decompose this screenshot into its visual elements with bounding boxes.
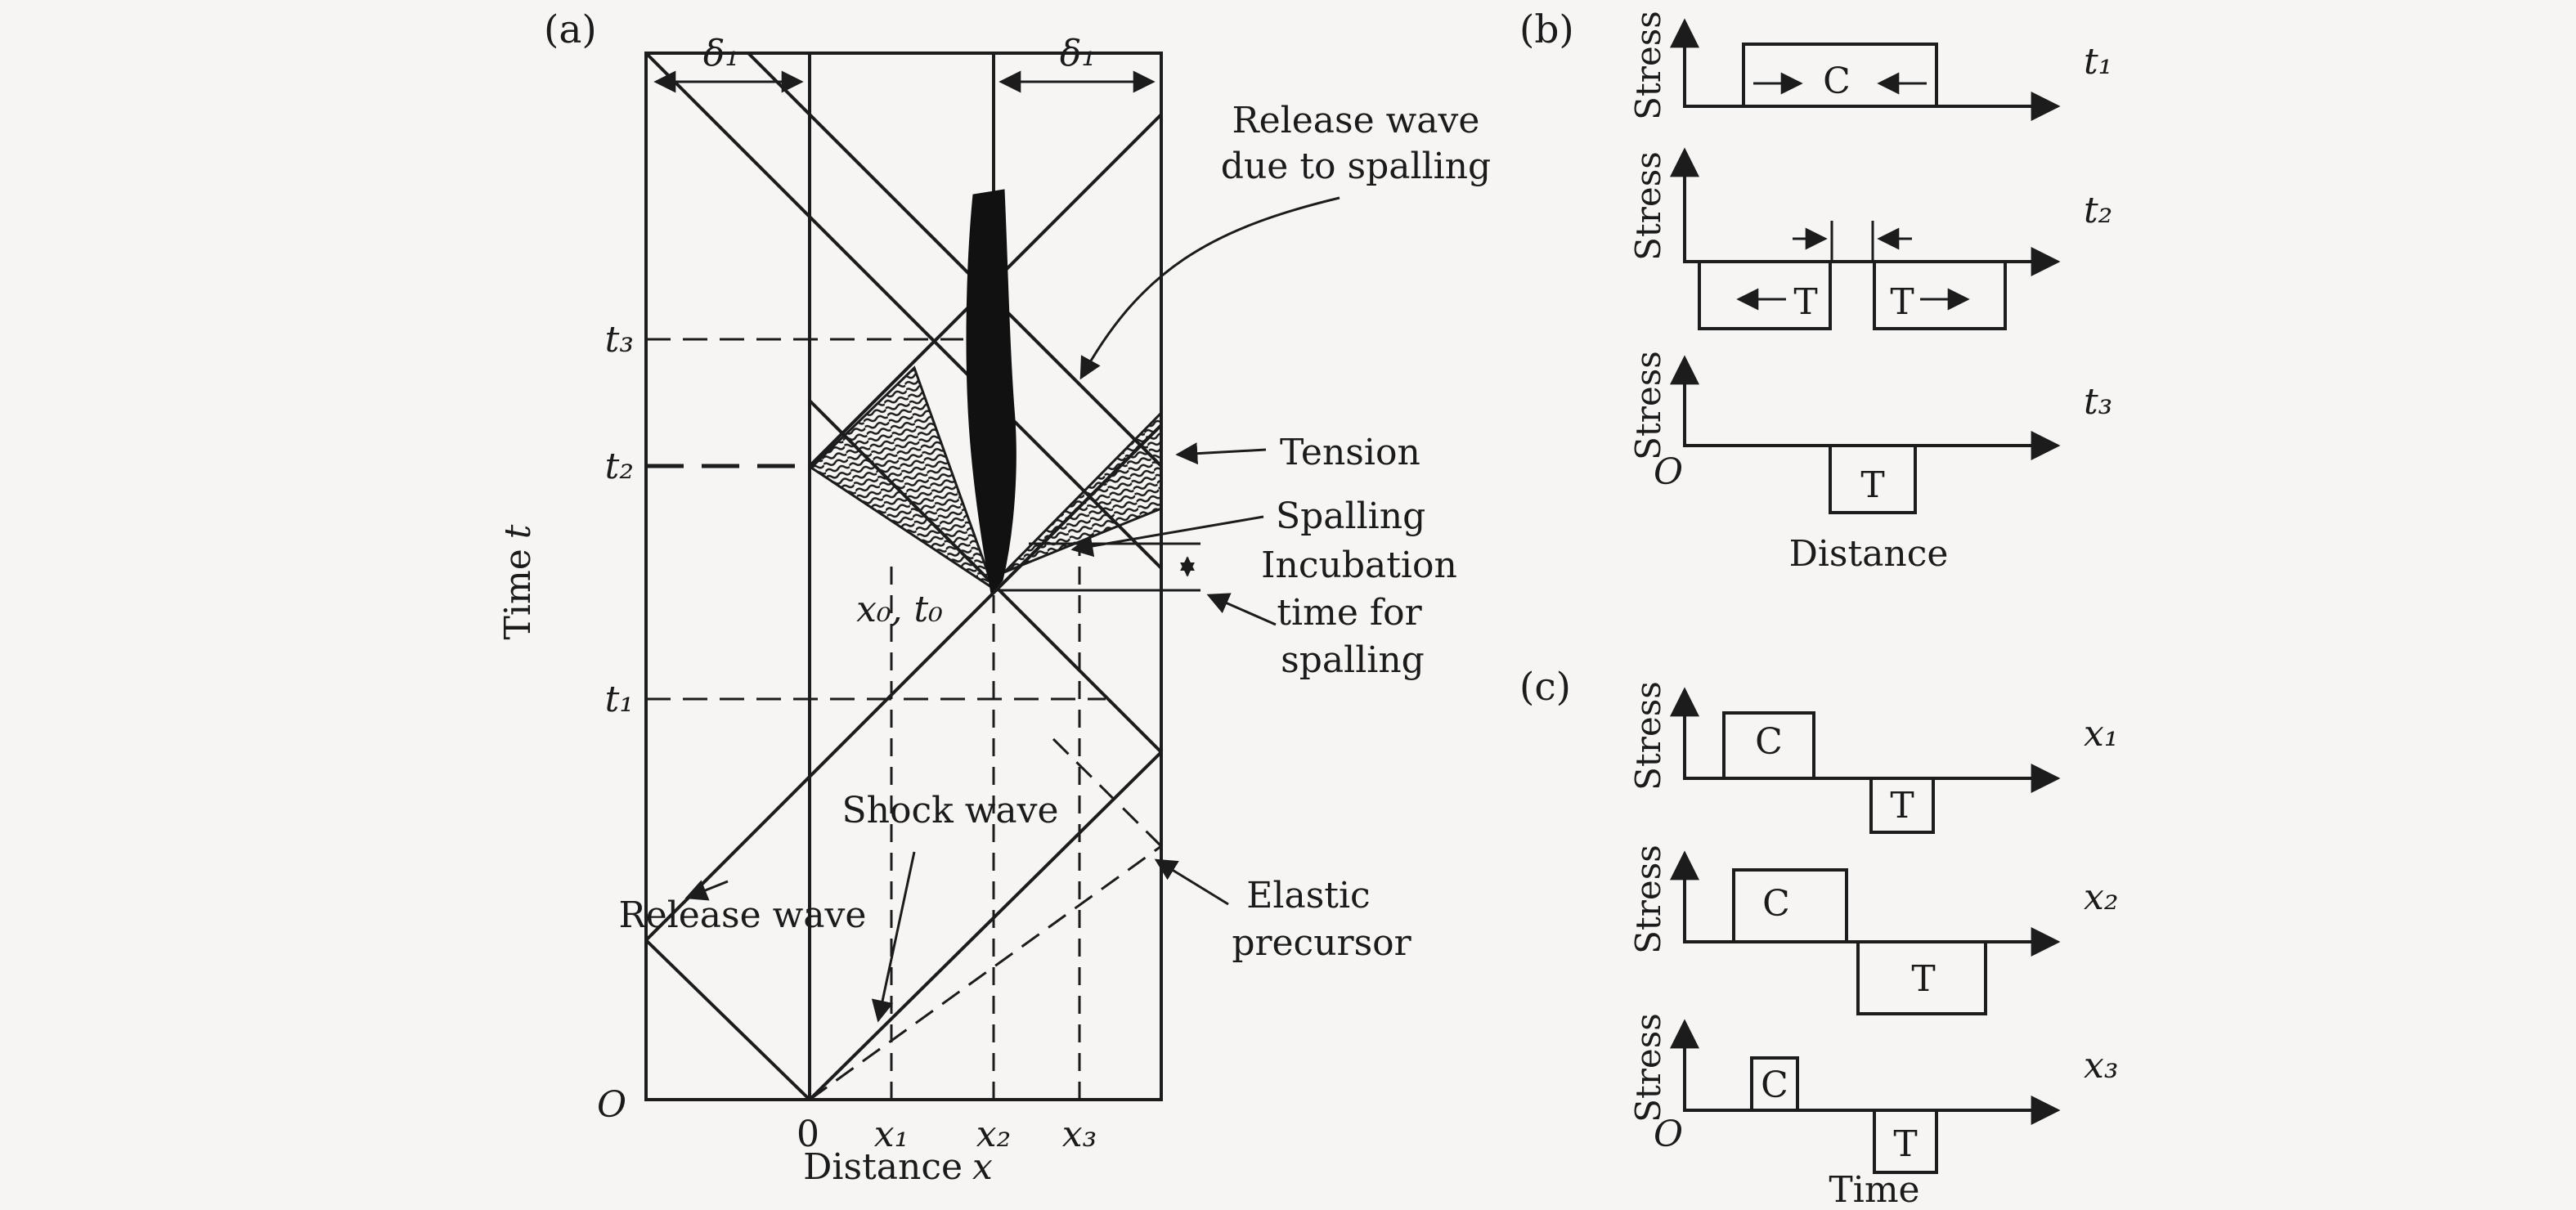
distance-axis-label: Distance x: [803, 1146, 993, 1188]
panel-c-label: (c): [1519, 665, 1571, 710]
delta1-left-label: δ₁: [703, 33, 739, 74]
c-origin-label: O: [1654, 1114, 1683, 1155]
annotation-release-wave: Release wave: [619, 894, 867, 936]
c2-axis-label-x2: x₂: [2084, 876, 2118, 918]
spalling-arrow: [1070, 515, 1264, 558]
b1-axis-label-t1: t₁: [2084, 41, 2112, 83]
c3-axis-label-x3: x₃: [2084, 1045, 2118, 1087]
c2-c-label: C: [1762, 883, 1790, 925]
tension-region-left-hatch: [809, 365, 996, 592]
annotation-spalling: Spalling: [1276, 495, 1425, 537]
c1-c-label: C: [1755, 721, 1783, 763]
panel-a-label: (a): [544, 7, 597, 52]
c2-stress-label: Stress: [1628, 845, 1668, 954]
c3-tension-pulse: [1873, 1110, 1938, 1174]
c2-tension-pulse: [1856, 942, 1987, 1015]
b3-stress-label: Stress: [1628, 351, 1668, 460]
distance-axis-word: Distance: [803, 1146, 963, 1188]
panel-c: (c) Stress x₁ C T Stress x₂ C T Stress x…: [1519, 665, 2118, 1210]
tick-x2: x₂: [976, 1114, 1011, 1155]
origin-label: O: [597, 1084, 626, 1126]
c3-stress-label: Stress: [1628, 1013, 1668, 1123]
b3-tension-pulse: [1829, 446, 1917, 514]
panel-b-label: (b): [1519, 7, 1574, 52]
tick-x1: x₁: [874, 1114, 909, 1155]
annotation-elastic-1: Elastic: [1246, 875, 1370, 916]
b-xaxis-title: Distance: [1789, 533, 1949, 575]
annotation-shock-wave: Shock wave: [841, 790, 1058, 831]
release-wave-arrow: [684, 880, 729, 901]
c1-compression-pulse: [1722, 711, 1815, 778]
panel-b: (b) Stress t₁ C Stress t₂ T T Stress t₃ …: [1519, 7, 2112, 575]
tick-t1: t₁: [605, 679, 634, 720]
upper-reflection-line: [644, 52, 1163, 570]
b1-stress-label: Stress: [1628, 11, 1668, 120]
b-origin-label: O: [1654, 451, 1683, 493]
b2-stress-label: Stress: [1628, 151, 1668, 261]
b2-tension-pulse-left: [1698, 262, 1832, 330]
c3-compression-pulse: [1750, 1056, 1799, 1110]
b2-axis-label-t2: t₂: [2084, 190, 2112, 231]
annotation-incubation-1: Incubation: [1261, 544, 1457, 586]
tick-t2: t₂: [605, 446, 634, 487]
delta1-right-label: δ₁: [1060, 33, 1096, 74]
annotation-tension: Tension: [1280, 432, 1420, 473]
tension-arrow: [1175, 442, 1267, 465]
b1-compression-pulse: [1742, 43, 1938, 106]
b2-t-label-right: T: [1890, 281, 1914, 323]
panel-a: (a) Time t Distance x O 0 x₁ x₂ x₃ t₃ t₂ t…: [497, 7, 1491, 1188]
c1-axis-label-x1: x₁: [2084, 713, 2118, 755]
time-axis-label: Time t: [497, 524, 539, 639]
shock-wave-line: [808, 751, 1163, 1101]
c2-t-label: T: [1911, 958, 1935, 1000]
release-due-spalling-arrow: [1079, 196, 1340, 380]
annotation-release-due-spalling-1: Release wave: [1232, 100, 1480, 141]
c3-t-label: T: [1893, 1123, 1917, 1165]
elastic-precursor-line: [809, 845, 1162, 1101]
b1-c-label: C: [1823, 60, 1851, 102]
annotation-incubation-3: spalling: [1281, 639, 1425, 681]
annotation-incubation-2: time for: [1277, 592, 1422, 634]
time-axis-word: Time: [497, 549, 539, 639]
tick-x3: x₃: [1062, 1114, 1097, 1155]
annotation-elastic-2: precursor: [1232, 922, 1411, 964]
b3-t-label: T: [1860, 464, 1884, 506]
target-outline-box: [644, 52, 1163, 1101]
b3-axis-label-t3: t₃: [2084, 381, 2112, 423]
c1-stress-label: Stress: [1628, 681, 1668, 791]
spall-crack-blob: [966, 189, 1016, 595]
annotation-release-due-spalling-2: due to spalling: [1221, 146, 1491, 187]
distance-axis-var: x: [972, 1146, 993, 1188]
spall-point-label: x₀, t₀: [856, 589, 943, 630]
b2-tension-pulse-right: [1873, 262, 2007, 330]
spall-release-line-left: [747, 52, 1163, 468]
b2-t-label-left: T: [1793, 281, 1817, 323]
c1-t-label: T: [1890, 785, 1914, 827]
c-xaxis-title: Time: [1829, 1169, 1919, 1210]
incubation-arrow: [1206, 593, 1277, 626]
elastic-precursor-arrow: [1154, 858, 1229, 906]
tick-t3: t₃: [605, 319, 634, 361]
elastic-precursor-reflection-line: [1047, 733, 1163, 848]
flyer-shock-line: [644, 939, 811, 1101]
c1-tension-pulse: [1869, 778, 1935, 834]
shock-wave-arrow: [871, 851, 916, 1023]
time-axis-var: t: [497, 524, 539, 539]
c3-c-label: C: [1761, 1064, 1788, 1106]
c2-compression-pulse: [1732, 868, 1848, 942]
tick-x0: 0: [797, 1114, 819, 1155]
